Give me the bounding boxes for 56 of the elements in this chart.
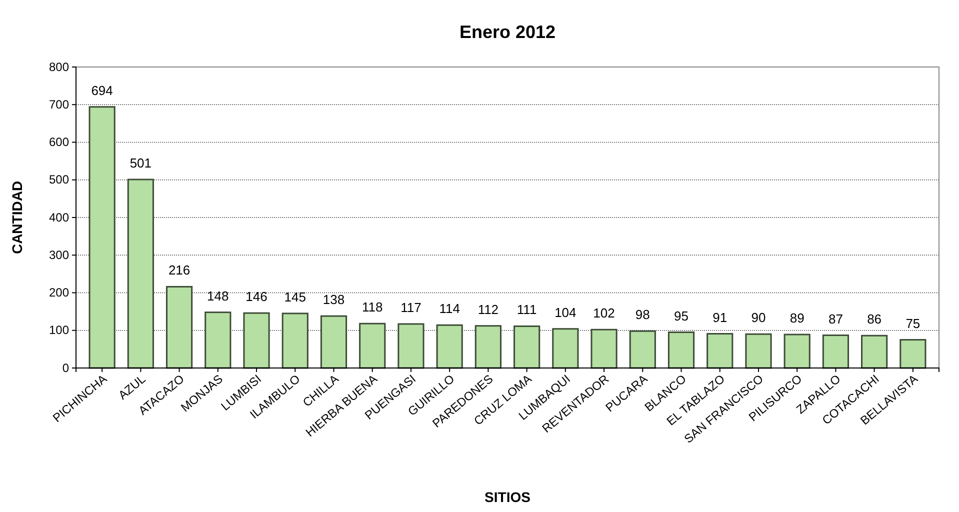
data-label: 111 <box>516 302 537 318</box>
data-label: 112 <box>478 302 499 317</box>
y-axis-title: CANTIDAD <box>9 180 25 254</box>
y-tick-label: 700 <box>48 97 70 112</box>
y-tick-label: 400 <box>48 210 70 224</box>
data-label: 694 <box>91 82 113 98</box>
bar <box>474 325 502 369</box>
bar <box>127 178 154 369</box>
bar <box>900 339 926 369</box>
y-tick-label: 600 <box>48 135 70 150</box>
bar <box>861 334 888 369</box>
bar <box>320 315 348 369</box>
data-label: 148 <box>207 288 229 304</box>
bar <box>204 312 232 369</box>
data-label: 75 <box>906 316 920 331</box>
bar <box>359 322 386 369</box>
bar <box>706 333 734 369</box>
data-label: 87 <box>828 311 843 326</box>
bar <box>629 330 656 369</box>
x-axis-title: SITIOS <box>484 489 530 505</box>
y-tick-label: 800 <box>48 60 70 74</box>
bar <box>590 328 618 369</box>
bar <box>436 324 463 369</box>
y-tick-label: 100 <box>48 323 70 338</box>
bar <box>282 312 308 369</box>
chart-title: Enero 2012 <box>459 22 556 42</box>
bar <box>514 325 540 369</box>
data-label: 146 <box>246 289 268 304</box>
bar <box>822 334 850 369</box>
data-label: 102 <box>593 306 615 321</box>
bar <box>243 312 270 369</box>
data-label: 91 <box>712 310 728 325</box>
bar <box>88 106 116 369</box>
data-label: 117 <box>400 300 422 315</box>
bar <box>784 334 810 369</box>
bar <box>552 328 579 369</box>
data-label: 90 <box>751 310 766 326</box>
data-label: 118 <box>362 300 383 315</box>
bar <box>668 332 695 369</box>
data-label: 104 <box>554 304 576 320</box>
bar <box>745 333 772 369</box>
data-label: 86 <box>867 312 882 327</box>
data-label: 95 <box>674 308 688 324</box>
data-label: 114 <box>439 301 460 316</box>
y-tick-label: 500 <box>48 172 70 187</box>
bar <box>166 286 193 369</box>
data-label: 216 <box>168 262 190 278</box>
data-label: 138 <box>322 292 345 308</box>
y-tick-label: 300 <box>48 248 70 262</box>
y-tick-label: 0 <box>62 360 70 375</box>
y-tick-label: 200 <box>48 286 70 300</box>
data-label: 501 <box>130 156 152 170</box>
data-label: 145 <box>284 289 306 304</box>
data-label: 98 <box>635 307 650 322</box>
data-label: 89 <box>790 310 804 326</box>
bar <box>398 323 424 369</box>
